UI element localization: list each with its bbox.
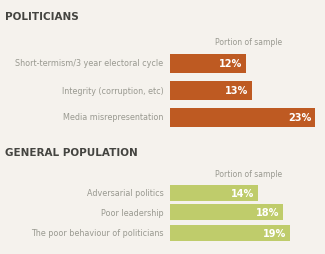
Text: 18%: 18%: [256, 207, 280, 217]
Text: POLITICIANS: POLITICIANS: [5, 12, 79, 22]
Text: 13%: 13%: [225, 86, 248, 96]
Text: Portion of sample: Portion of sample: [215, 169, 282, 178]
Text: 12%: 12%: [218, 59, 242, 69]
Text: Poor leadership: Poor leadership: [101, 208, 163, 217]
FancyBboxPatch shape: [170, 225, 290, 241]
Text: 19%: 19%: [263, 228, 286, 238]
Text: 23%: 23%: [288, 113, 311, 122]
Text: Media misrepresentation: Media misrepresentation: [63, 113, 163, 122]
Text: Adversarial politics: Adversarial politics: [87, 189, 163, 198]
FancyBboxPatch shape: [170, 185, 258, 201]
FancyBboxPatch shape: [170, 108, 315, 127]
Text: Integrity (corruption, etc): Integrity (corruption, etc): [62, 86, 163, 95]
Text: 14%: 14%: [231, 188, 254, 198]
Text: GENERAL POPULATION: GENERAL POPULATION: [5, 147, 137, 157]
Text: Short-termism/3 year electoral cycle: Short-termism/3 year electoral cycle: [15, 59, 163, 68]
FancyBboxPatch shape: [170, 54, 246, 73]
FancyBboxPatch shape: [170, 81, 252, 100]
Text: The poor behaviour of politicians: The poor behaviour of politicians: [31, 229, 163, 237]
FancyBboxPatch shape: [170, 204, 283, 220]
Text: Portion of sample: Portion of sample: [215, 38, 282, 47]
